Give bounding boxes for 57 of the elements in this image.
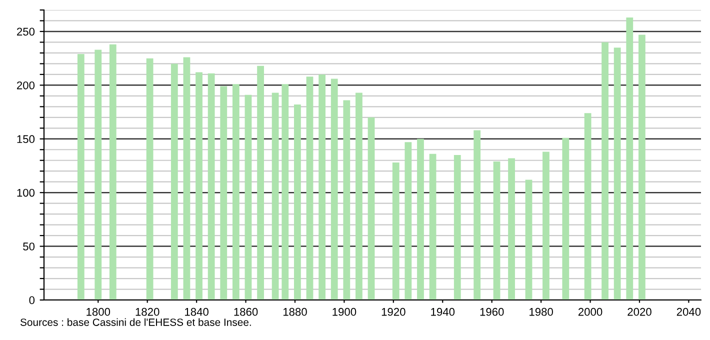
bar [602,42,608,300]
y-tick-label: 250 [16,28,35,36]
bar [196,72,202,300]
bar [220,86,228,300]
bar [109,44,116,300]
bar [356,92,362,300]
y-tick-label: 0 [29,296,35,304]
bar [584,113,592,300]
bar [232,84,240,300]
bar [562,138,570,300]
bar [170,64,178,300]
y-tick-label: 50 [23,242,35,250]
bar [146,58,154,300]
x-tick-label: 1940 [431,308,455,316]
bar [429,154,436,300]
bar [294,104,301,300]
x-tick-label: 1800 [86,308,110,316]
bar [368,117,375,300]
bar [626,18,634,300]
bar [330,78,338,300]
bar [542,152,550,300]
x-tick-label: 1900 [332,308,356,316]
y-tick-label: 100 [17,188,35,197]
bar [392,162,400,300]
y-tick-label: 200 [16,81,35,90]
bar [282,84,289,300]
bar [343,100,350,300]
bar [183,57,190,300]
bar [94,50,102,300]
x-tick-label: 1880 [283,308,307,316]
source-note: Sources : base Cassini de l'EHESS et base Insee. [20,318,251,326]
bar [77,54,84,300]
bar [474,130,481,300]
bar [493,161,500,300]
bar [638,34,646,300]
bar [614,48,621,300]
x-tick-label: 1920 [382,308,406,316]
x-tick-label: 1980 [530,308,553,316]
bar [244,94,252,300]
x-tick-label: 2020 [628,308,652,316]
bar [257,66,264,300]
y-tick-label: 150 [17,135,35,144]
bar [306,76,314,300]
bar [417,138,424,300]
bar [318,74,326,300]
x-tick-label: 1960 [480,308,504,316]
bar [525,180,532,300]
x-tick-label: 1860 [234,308,258,316]
x-tick-label: 2000 [578,308,602,316]
bar [508,158,515,300]
bar [454,155,461,300]
x-tick-label: 1840 [185,308,208,316]
bar [272,92,279,300]
bar [404,142,412,300]
bar [208,73,215,300]
x-tick-label: 2040 [676,308,701,316]
x-tick-label: 1820 [136,308,160,316]
